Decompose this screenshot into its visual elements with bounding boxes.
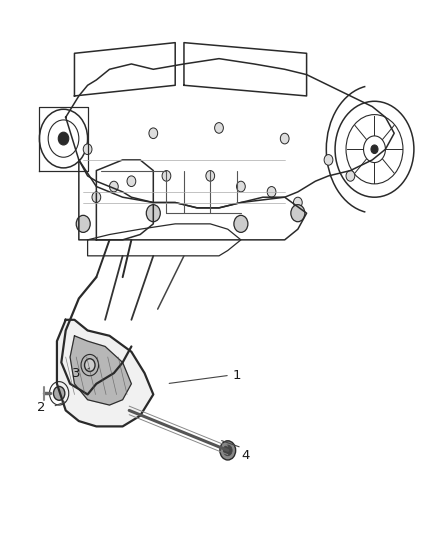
Circle shape <box>92 192 101 203</box>
Circle shape <box>371 145 378 154</box>
Circle shape <box>237 181 245 192</box>
Polygon shape <box>57 320 153 426</box>
Text: 1: 1 <box>232 369 241 382</box>
Circle shape <box>280 133 289 144</box>
Text: 2: 2 <box>37 401 46 414</box>
Circle shape <box>83 144 92 155</box>
Circle shape <box>127 176 136 187</box>
Text: 3: 3 <box>72 367 81 379</box>
Circle shape <box>291 205 305 222</box>
Circle shape <box>162 171 171 181</box>
Circle shape <box>53 386 65 400</box>
Circle shape <box>149 128 158 139</box>
Circle shape <box>267 187 276 197</box>
Circle shape <box>85 359 95 372</box>
Circle shape <box>110 181 118 192</box>
Circle shape <box>146 205 160 222</box>
Circle shape <box>220 441 236 460</box>
Circle shape <box>76 215 90 232</box>
Circle shape <box>346 171 355 181</box>
Circle shape <box>293 197 302 208</box>
Circle shape <box>234 215 248 232</box>
Circle shape <box>215 123 223 133</box>
Circle shape <box>58 132 69 145</box>
Polygon shape <box>70 336 131 405</box>
Circle shape <box>223 445 232 456</box>
Circle shape <box>324 155 333 165</box>
Circle shape <box>206 171 215 181</box>
Text: 4: 4 <box>241 449 250 462</box>
